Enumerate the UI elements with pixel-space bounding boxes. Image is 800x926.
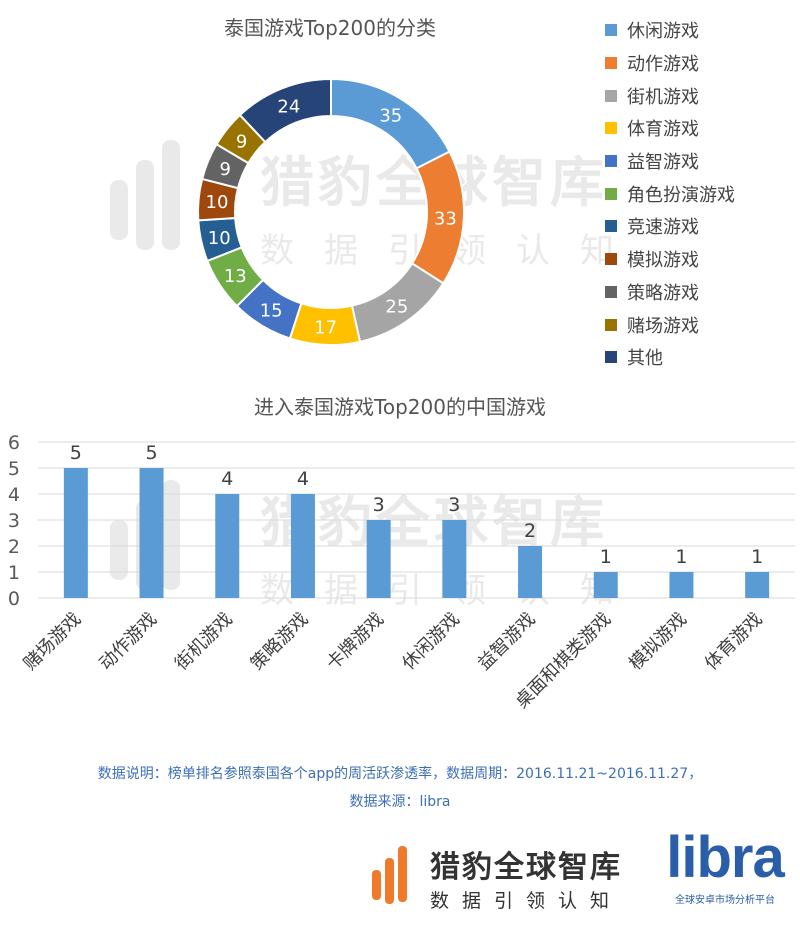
legend-label: 休闲游戏 bbox=[627, 21, 699, 43]
bar bbox=[366, 520, 391, 598]
donut-chart: 35 33 25 17 15 13 10 10 99 24 bbox=[197, 77, 465, 346]
bar-chart: 0 1 2 3 4 5 6 5 赌场游戏 5 动作游戏 4 街机游戏 4 策略游戏 3 卡牌游戏 3 休闲游戏 2 益智… bbox=[8, 432, 795, 713]
legend-label: 动作游戏 bbox=[627, 54, 699, 76]
legend-item: 模拟游戏 bbox=[605, 243, 735, 276]
donut-data-label: 9 bbox=[219, 159, 230, 180]
x-tick-label: 益智游戏 bbox=[474, 609, 540, 675]
bar bbox=[745, 572, 770, 598]
donut-data-label: 24 bbox=[277, 97, 300, 118]
libra-tagline: 全球安卓市场分析平台 bbox=[675, 895, 775, 906]
legend-label: 策略游戏 bbox=[627, 282, 699, 304]
legend-swatch bbox=[605, 89, 617, 102]
donut-data-label: 10 bbox=[206, 192, 229, 213]
y-tick-label: 2 bbox=[8, 536, 20, 558]
legend-item: 其他 bbox=[605, 341, 735, 374]
legend-label: 益智游戏 bbox=[627, 152, 699, 174]
footer-brand-sub: 数据引领认知 bbox=[430, 890, 623, 912]
donut-data-label: 15 bbox=[260, 301, 283, 322]
bar-data-label: 3 bbox=[373, 494, 385, 516]
y-tick-label: 3 bbox=[8, 510, 20, 532]
legend-swatch bbox=[605, 187, 617, 200]
donut-legend: 休闲游戏动作游戏街机游戏体育游戏益智游戏角色扮演游戏 竞速游戏模拟游戏策略游戏赌场… bbox=[605, 14, 735, 374]
donut-slice-11 bbox=[238, 77, 332, 144]
cheetah-bars-icon bbox=[372, 846, 407, 904]
legend-swatch bbox=[605, 155, 617, 168]
legend-swatch bbox=[605, 253, 617, 266]
footer-logos: 猎豹全球智库 数据引领认知 libra 全球安卓市场分析平台 bbox=[370, 825, 790, 918]
x-tick-label: 卡牌游戏 bbox=[322, 609, 388, 675]
data-note: 数据说明：榜单排名参照泰国各个app的周活跃渗透率，数据周期：2016.11.2… bbox=[0, 760, 800, 816]
x-tick-label: 街机游戏 bbox=[171, 609, 237, 675]
bar bbox=[593, 572, 618, 598]
legend-label: 其他 bbox=[627, 348, 663, 370]
legend-swatch bbox=[605, 220, 617, 233]
donut-data-label: 33 bbox=[434, 208, 457, 229]
legend-item: 竞速游戏 bbox=[605, 210, 735, 243]
legend-label: 街机游戏 bbox=[627, 86, 699, 108]
bar bbox=[63, 468, 88, 598]
bar-data-label: 4 bbox=[297, 468, 309, 490]
legend-label: 竞速游戏 bbox=[627, 217, 699, 239]
legend-swatch bbox=[605, 57, 617, 70]
legend-label: 角色扮演游戏 bbox=[627, 184, 735, 206]
bar-data-label: 3 bbox=[448, 494, 460, 516]
bar-data-label: 5 bbox=[146, 442, 158, 464]
libra-logo: libra bbox=[666, 825, 785, 890]
x-tick-label: 模拟游戏 bbox=[625, 609, 691, 675]
donut-data-label: 35 bbox=[379, 105, 402, 126]
legend-item: 赌场游戏 bbox=[605, 308, 735, 341]
donut-chart-title: 泰国游戏Top200的分类 bbox=[224, 16, 436, 40]
legend-item: 策略游戏 bbox=[605, 276, 735, 309]
bar-data-label: 4 bbox=[221, 468, 233, 490]
legend-item: 体育游戏 bbox=[605, 112, 735, 145]
legend-label: 体育游戏 bbox=[627, 119, 699, 141]
legend-swatch bbox=[605, 24, 617, 37]
donut-data-label: 25 bbox=[385, 297, 408, 318]
legend-swatch bbox=[605, 318, 617, 331]
donut-data-label: 10 bbox=[208, 228, 231, 249]
x-tick-label: 动作游戏 bbox=[95, 609, 161, 675]
x-tick-label: 体育游戏 bbox=[701, 609, 767, 675]
legend-item: 动作游戏 bbox=[605, 47, 735, 80]
y-tick-label: 4 bbox=[8, 484, 20, 506]
bar bbox=[215, 494, 240, 598]
bar-data-label: 1 bbox=[751, 546, 763, 568]
y-tick-label: 0 bbox=[8, 588, 20, 610]
y-tick-label: 5 bbox=[8, 458, 20, 480]
bar bbox=[442, 520, 467, 598]
legend-item: 益智游戏 bbox=[605, 145, 735, 178]
legend-swatch bbox=[605, 285, 617, 298]
bar-chart-title: 进入泰国游戏Top200的中国游戏 bbox=[254, 395, 546, 419]
legend-label: 赌场游戏 bbox=[627, 315, 699, 337]
x-tick-label: 赌场游戏 bbox=[20, 609, 86, 675]
legend-swatch bbox=[605, 122, 617, 135]
x-tick-label: 休闲游戏 bbox=[398, 609, 464, 675]
bar-data-label: 5 bbox=[70, 442, 82, 464]
bar-data-label: 1 bbox=[675, 546, 687, 568]
legend-label: 模拟游戏 bbox=[627, 250, 699, 272]
legend-item: 休闲游戏 bbox=[605, 14, 735, 47]
footer-brand-cn: 猎豹全球智库 bbox=[430, 850, 622, 885]
y-tick-label: 1 bbox=[8, 562, 20, 584]
bar-data-label: 2 bbox=[524, 520, 536, 542]
donut-data-label: 13 bbox=[224, 266, 247, 287]
legend-item: 角色扮演游戏 bbox=[605, 177, 735, 210]
data-note-line2: 数据来源：libra bbox=[349, 794, 451, 810]
data-note-line1: 数据说明：榜单排名参照泰国各个app的周活跃渗透率，数据周期：2016.11.2… bbox=[97, 766, 703, 782]
bar bbox=[139, 468, 164, 598]
bar bbox=[669, 572, 694, 598]
bar bbox=[290, 494, 315, 598]
bar-data-label: 1 bbox=[600, 546, 612, 568]
donut-data-label: 9 bbox=[236, 131, 247, 152]
legend-item: 街机游戏 bbox=[605, 79, 735, 112]
donut-data-label: 17 bbox=[314, 317, 337, 338]
y-tick-label: 6 bbox=[8, 432, 20, 454]
legend-swatch bbox=[605, 351, 617, 364]
x-tick-label: 策略游戏 bbox=[247, 609, 313, 675]
bar bbox=[518, 546, 543, 598]
